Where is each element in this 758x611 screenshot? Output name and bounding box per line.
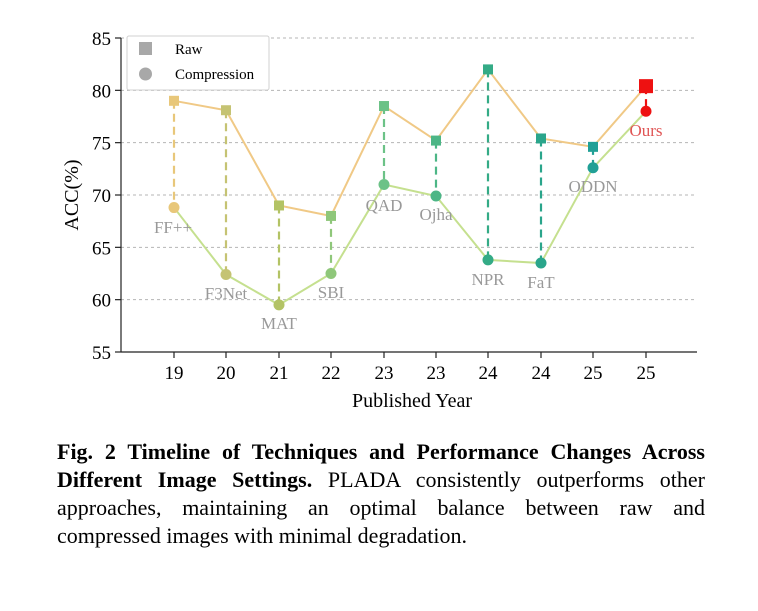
raw-point xyxy=(483,64,493,75)
method-label: ODDN xyxy=(568,177,617,196)
y-tick-label: 65 xyxy=(92,238,111,259)
y-tick-label: 70 xyxy=(92,186,111,207)
series-line-compression xyxy=(173,110,647,307)
method-label: Ours xyxy=(629,121,662,140)
method-label: FaT xyxy=(527,273,555,292)
compression-point xyxy=(430,190,442,202)
compression-point xyxy=(482,254,494,266)
method-label: MAT xyxy=(261,314,298,333)
x-tick-label: 19 xyxy=(165,363,184,384)
raw-point xyxy=(431,135,441,146)
x-tick-label: 25 xyxy=(637,363,656,384)
y-tick-label: 80 xyxy=(92,81,111,102)
caption-text: PLADA consistently outperforms other app… xyxy=(57,467,705,548)
x-tick-label: 21 xyxy=(270,363,289,384)
y-tick-label: 60 xyxy=(92,291,111,312)
method-label: QAD xyxy=(366,196,403,215)
y-tick-label: 75 xyxy=(92,134,111,155)
raw-point xyxy=(536,133,546,144)
legend-raw-label: Raw xyxy=(175,42,203,58)
method-label: F3Net xyxy=(205,284,248,303)
compression-point xyxy=(273,299,285,311)
raw-point xyxy=(221,105,231,116)
y-axis-title: ACC(%) xyxy=(61,159,83,230)
raw-point xyxy=(379,101,389,112)
x-tick-label: 25 xyxy=(584,363,603,384)
raw-point xyxy=(274,200,284,211)
raw-point xyxy=(326,210,336,221)
compression-point xyxy=(168,202,180,214)
y-tick-label: 55 xyxy=(92,343,111,364)
raw-point xyxy=(639,79,653,94)
x-tick-label: 20 xyxy=(217,363,236,384)
compression-point xyxy=(378,179,390,191)
compression-point xyxy=(640,105,652,117)
y-tick-label: 85 xyxy=(92,29,111,50)
x-tick-label: 24 xyxy=(532,363,552,384)
x-tick-label: 23 xyxy=(375,363,394,384)
legend-box xyxy=(126,35,270,91)
method-label: FF++ xyxy=(154,218,192,237)
raw-point xyxy=(169,95,179,106)
legend-compression-label: Compression xyxy=(175,67,255,83)
compression-point xyxy=(325,268,337,279)
chart: 55 60 65 70 75 80 85 19 20 21 22 23 23 24 24 25 25 Publis… xyxy=(61,29,697,412)
method-label: NPR xyxy=(471,270,505,289)
method-label: Ojha xyxy=(419,205,453,224)
series-line-raw xyxy=(173,67,647,218)
x-tick-label: 22 xyxy=(322,363,341,384)
x-tick-label: 24 xyxy=(479,363,499,384)
compression-point xyxy=(535,257,547,269)
method-label: SBI xyxy=(318,283,345,302)
legend-compression-marker xyxy=(139,67,152,81)
compression-point xyxy=(587,162,599,174)
x-axis-title: Published Year xyxy=(352,390,472,412)
compression-point xyxy=(220,269,232,281)
x-tick-label: 23 xyxy=(427,363,446,384)
caption-title: Fig. 2 Timeline of Techniques and Perfor… xyxy=(57,439,705,492)
legend-raw-marker xyxy=(139,42,152,55)
figure-caption: Fig. 2 Timeline of Techniques and Perfor… xyxy=(57,438,705,550)
raw-point xyxy=(588,141,598,152)
